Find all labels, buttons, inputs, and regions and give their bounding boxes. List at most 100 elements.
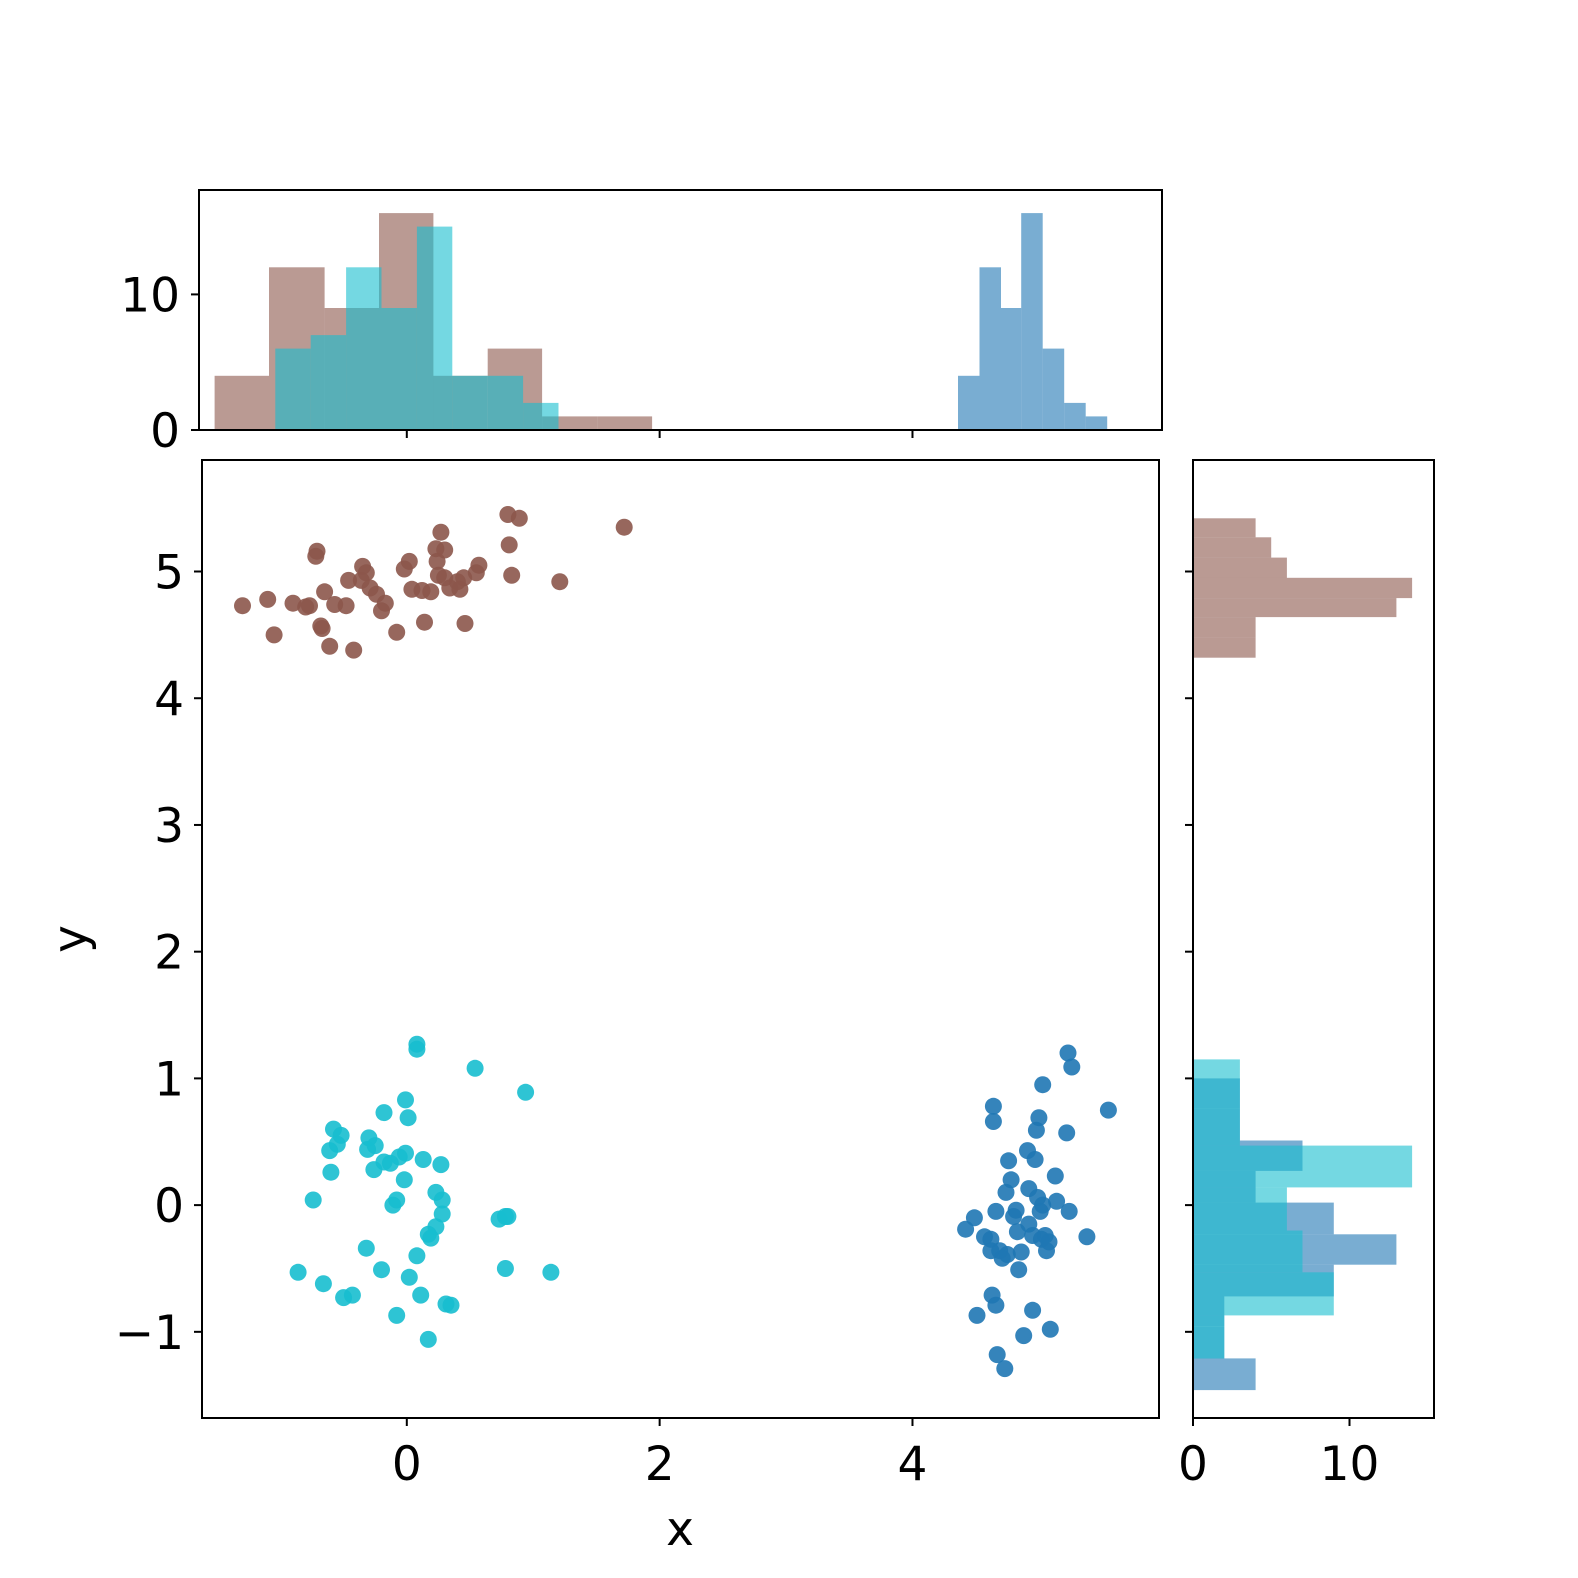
scatter-point bbox=[1058, 1124, 1076, 1142]
scatter-point bbox=[388, 1191, 406, 1209]
top-histogram-bar bbox=[214, 375, 269, 430]
top-histogram-bar bbox=[1085, 416, 1108, 430]
scatter-point bbox=[1002, 1171, 1020, 1189]
scatter-point bbox=[432, 1156, 450, 1174]
scatter-point bbox=[965, 1209, 983, 1227]
scatter-point bbox=[510, 509, 528, 527]
scatter-point bbox=[470, 556, 488, 574]
scatter-point bbox=[337, 597, 355, 615]
x-tick-label: 2 bbox=[645, 1437, 675, 1492]
scatter-point bbox=[416, 613, 433, 631]
scatter-point bbox=[500, 536, 518, 554]
scatter-point bbox=[408, 1247, 426, 1265]
scatter-point bbox=[289, 1263, 307, 1281]
y-tick-label: −1 bbox=[115, 1306, 184, 1361]
y-tick-label: 1 bbox=[154, 1052, 184, 1107]
y-tick-label: 0 bbox=[154, 1179, 184, 1234]
right-histogram-bar bbox=[1193, 1315, 1225, 1359]
scatter-point bbox=[395, 1171, 413, 1189]
scatter-point bbox=[1099, 1101, 1117, 1119]
scatter-point bbox=[1030, 1109, 1048, 1127]
x-axis-label: x bbox=[666, 1502, 694, 1557]
top-histogram-bar bbox=[597, 416, 653, 430]
top-histogram-bar bbox=[958, 375, 980, 430]
right-histogram-bar bbox=[1193, 1145, 1413, 1188]
top-histogram-bar bbox=[275, 348, 311, 430]
scatter-point bbox=[366, 1137, 384, 1155]
scatter-point bbox=[499, 1208, 517, 1225]
top-y-tick-label: 0 bbox=[150, 404, 180, 459]
right-histogram-bar bbox=[1193, 1102, 1240, 1146]
scatter-point bbox=[322, 1163, 340, 1181]
scatter-point bbox=[313, 620, 331, 637]
top-histogram-bar bbox=[452, 375, 488, 430]
right-histogram-bar bbox=[1193, 1358, 1256, 1391]
right-histogram-ticks: 0 10 bbox=[1178, 570, 1380, 1492]
scatter-point bbox=[433, 1205, 451, 1223]
right-histogram-bar bbox=[1193, 557, 1287, 578]
scatter-point bbox=[1015, 1327, 1033, 1345]
scatter-point bbox=[400, 1268, 418, 1286]
scatter-point bbox=[1026, 1151, 1044, 1168]
right-histogram-bar bbox=[1193, 617, 1256, 638]
x-tick-label: 0 bbox=[392, 1437, 422, 1492]
top-y-tick-label: 10 bbox=[120, 268, 180, 323]
scatter-point bbox=[397, 1144, 414, 1162]
top-histogram-bar bbox=[416, 226, 453, 430]
top-histogram-ticks: 0 10 bbox=[120, 268, 914, 459]
scatter-point bbox=[542, 1263, 560, 1281]
scatter-point bbox=[466, 1059, 484, 1077]
scatter-frame bbox=[201, 459, 1160, 1419]
right-histogram-bar bbox=[1193, 1187, 1287, 1231]
scatter-point bbox=[321, 637, 339, 655]
right-histogram-frame bbox=[1192, 459, 1435, 1419]
scatter-point bbox=[1060, 1202, 1078, 1220]
scatter-point bbox=[301, 597, 318, 615]
right-histogram-bar bbox=[1193, 537, 1272, 558]
scatter-point bbox=[1010, 1261, 1028, 1279]
scatter-point bbox=[427, 1218, 445, 1236]
scatter-point bbox=[1063, 1058, 1081, 1076]
scatter-point bbox=[998, 1246, 1016, 1263]
right-x-tick-label: 0 bbox=[1178, 1437, 1208, 1492]
scatter-point bbox=[314, 1275, 332, 1293]
scatter-point bbox=[399, 1109, 417, 1127]
y-tick-label: 4 bbox=[154, 672, 184, 727]
top-histogram-frame bbox=[198, 189, 1163, 431]
right-histogram-bar bbox=[1193, 518, 1256, 538]
scatter-point bbox=[1024, 1301, 1042, 1319]
top-histogram-bar bbox=[310, 335, 347, 430]
scatter-point bbox=[422, 583, 440, 601]
scatter-ticks: 0 2 4 −1 0 1 2 3 4 5 bbox=[115, 546, 928, 1492]
scatter-point bbox=[265, 626, 283, 644]
scatter-point bbox=[412, 1286, 430, 1304]
scatter-point bbox=[503, 566, 521, 584]
right-histogram-bar bbox=[1193, 577, 1413, 599]
scatter-point bbox=[432, 523, 450, 541]
scatter-point bbox=[1059, 1044, 1077, 1062]
scatter-point bbox=[436, 541, 454, 559]
right-histogram-bar bbox=[1193, 598, 1397, 618]
y-tick-label: 2 bbox=[154, 926, 184, 981]
scatter-point bbox=[397, 1091, 414, 1109]
scatter-point bbox=[551, 573, 569, 591]
top-histogram: 0 10 bbox=[120, 189, 1163, 459]
scatter-points bbox=[234, 506, 1117, 1378]
scatter-point bbox=[1034, 1196, 1052, 1214]
scatter-point bbox=[456, 615, 474, 632]
scatter-point bbox=[1041, 1320, 1059, 1338]
scatter-plot: 0 2 4 −1 0 1 2 3 4 5 x y bbox=[43, 459, 1160, 1557]
right-histogram-bar bbox=[1193, 1230, 1303, 1273]
scatter-point bbox=[496, 1260, 514, 1277]
scatter-point bbox=[987, 1296, 1005, 1314]
scatter-point bbox=[1000, 1152, 1018, 1170]
top-histogram-bar bbox=[1001, 308, 1022, 430]
scatter-point bbox=[373, 1261, 390, 1279]
right-x-tick-label: 10 bbox=[1320, 1437, 1380, 1492]
scatter-point bbox=[388, 623, 406, 641]
scatter-point bbox=[357, 564, 375, 582]
scatter-point bbox=[332, 1126, 350, 1144]
scatter-point bbox=[1078, 1228, 1096, 1246]
top-histogram-bar bbox=[346, 267, 382, 430]
scatter-point bbox=[340, 571, 358, 589]
